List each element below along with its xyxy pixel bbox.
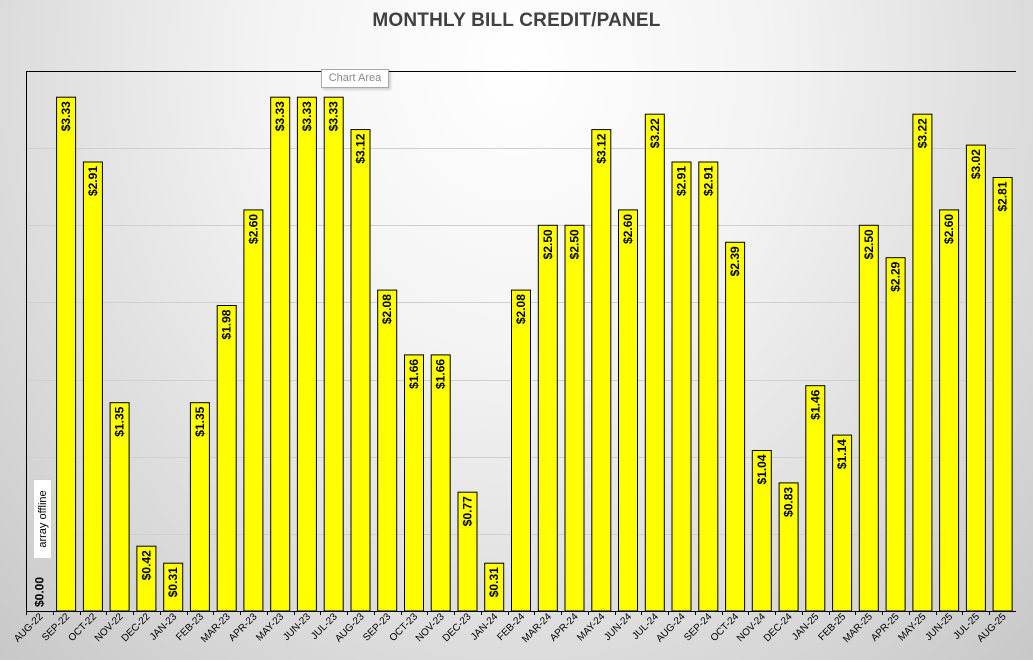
x-tick-label: MAR-23 (199, 611, 233, 645)
bar[interactable] (511, 289, 531, 612)
bar[interactable] (243, 209, 264, 612)
bar[interactable] (698, 161, 719, 612)
data-label: $1.46 (808, 389, 822, 419)
x-tick-label: DEC-24 (762, 611, 795, 644)
data-label: $1.14 (835, 439, 849, 469)
array-offline-label: array offline (36, 490, 49, 548)
bar[interactable] (858, 224, 879, 612)
x-tick-label: AUG-23 (333, 611, 367, 645)
bar[interactable] (323, 96, 344, 612)
data-label: $0.42 (139, 550, 153, 580)
bar[interactable] (564, 224, 585, 612)
data-label: $1.04 (755, 454, 769, 484)
bar[interactable] (270, 96, 291, 612)
bar[interactable] (296, 96, 317, 612)
x-tick-label: MAY-23 (254, 611, 286, 643)
bar[interactable] (725, 241, 746, 612)
data-label: $0.31 (166, 567, 180, 597)
data-label: $2.91 (86, 166, 100, 196)
data-label: $1.66 (434, 359, 448, 389)
data-label: $2.60 (621, 214, 635, 244)
data-label: $1.35 (193, 406, 207, 436)
data-label: $0.77 (461, 496, 475, 526)
data-label: $3.02 (969, 149, 983, 179)
bar[interactable] (885, 257, 906, 612)
data-label: $2.60 (942, 214, 956, 244)
x-tick-label: MAR-25 (841, 611, 875, 645)
x-tick-label: JUN-23 (281, 611, 313, 643)
x-tick-label: JAN-24 (469, 611, 501, 643)
bar[interactable] (216, 305, 237, 612)
data-label: $3.22 (648, 118, 662, 148)
data-label: $1.98 (220, 309, 234, 339)
data-label: $2.50 (568, 229, 582, 259)
data-label: $0.31 (487, 567, 501, 597)
bar[interactable] (591, 129, 612, 612)
x-tick-label: DEC-23 (441, 611, 474, 644)
data-label: $2.29 (889, 261, 903, 291)
data-label: $2.08 (514, 294, 528, 324)
x-tick-label: JAN-25 (790, 611, 822, 643)
bar[interactable] (56, 96, 77, 612)
x-tick-label: JUN-25 (923, 611, 955, 643)
bar[interactable] (537, 224, 558, 612)
data-label: $2.81 (996, 181, 1010, 211)
bar[interactable] (82, 161, 103, 612)
data-label: $3.33 (273, 101, 287, 131)
x-tick-label: MAY-25 (896, 611, 928, 643)
data-label: $2.50 (541, 229, 555, 259)
bar[interactable] (377, 289, 398, 612)
data-label: $1.66 (407, 359, 421, 389)
bar[interactable] (671, 161, 692, 612)
bar[interactable] (992, 177, 1013, 612)
bar[interactable] (404, 354, 424, 612)
x-tick-label: MAR-24 (520, 611, 554, 645)
array-offline-note: array offline (33, 479, 52, 559)
data-label: $3.22 (915, 118, 929, 148)
data-label: $3.12 (594, 133, 608, 163)
bar[interactable] (350, 129, 371, 612)
data-label: $3.12 (354, 133, 368, 163)
data-label: $2.91 (675, 166, 689, 196)
chart-title: MONTHLY BILL CREDIT/PANEL (372, 10, 661, 31)
data-label: $2.60 (246, 214, 260, 244)
x-tick-label: AUG-25 (975, 611, 1009, 645)
data-label: $0.00 (32, 577, 46, 607)
x-tick-label: MAY-24 (575, 611, 607, 643)
data-label: $3.33 (327, 101, 341, 131)
x-tick-label: AUG-22 (12, 611, 46, 645)
bar[interactable] (644, 113, 665, 612)
x-tick-label: APR-25 (869, 611, 902, 644)
x-tick-label: APR-24 (548, 611, 581, 644)
data-label: $2.50 (862, 229, 876, 259)
x-tick-label: JAN-23 (148, 611, 180, 643)
bar[interactable] (430, 354, 451, 612)
bar[interactable] (618, 209, 638, 612)
data-label: $0.83 (782, 487, 796, 517)
bar[interactable] (912, 113, 933, 612)
data-label: $2.08 (380, 294, 394, 324)
chart-area-tooltip: Chart Area (321, 69, 389, 88)
bar[interactable] (939, 209, 960, 612)
data-label: $2.39 (728, 246, 742, 276)
x-tick-label: DEC-22 (120, 611, 153, 644)
x-tick-label: JUN-24 (602, 611, 634, 643)
x-tick-label: APR-23 (227, 611, 260, 644)
data-label: $3.33 (59, 101, 73, 131)
data-label: $2.91 (701, 166, 715, 196)
bar[interactable] (965, 144, 986, 612)
data-label: $1.35 (113, 406, 127, 436)
data-label: $3.33 (300, 101, 314, 131)
x-tick-label: AUG-24 (654, 611, 688, 645)
